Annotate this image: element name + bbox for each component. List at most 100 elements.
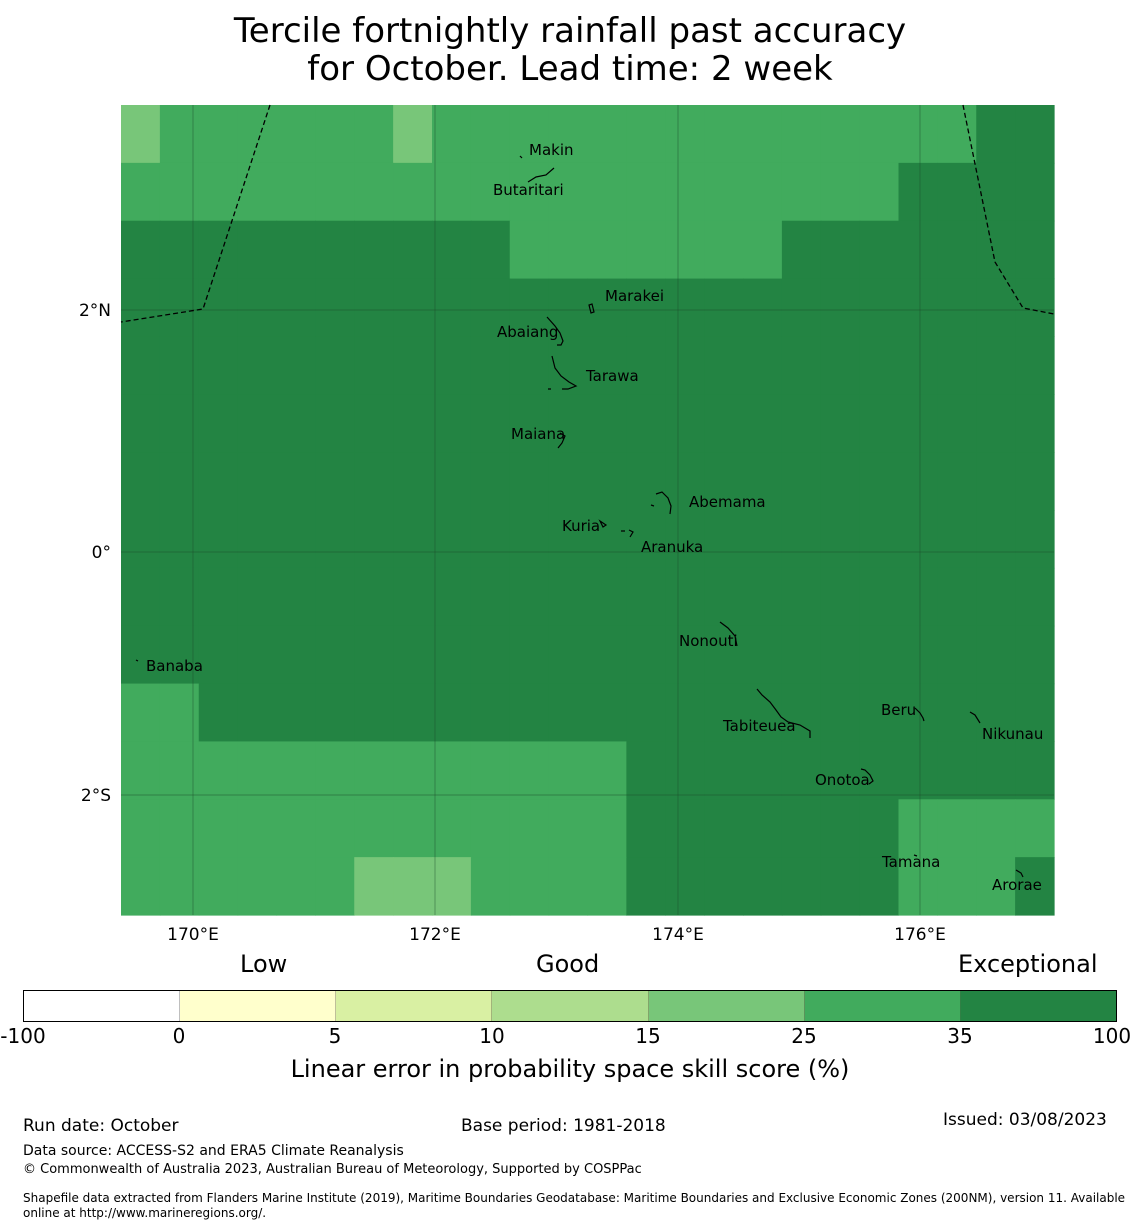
skill-grid-cell (665, 625, 705, 685)
skill-grid-cell (665, 105, 705, 164)
skill-grid-cell (121, 336, 161, 395)
skill-grid-cell (976, 162, 1016, 222)
island-label-onotoa: Onotoa (815, 771, 870, 789)
skill-grid-cell (237, 683, 278, 743)
skill-grid-cell (159, 799, 200, 858)
skill-grid-cell (976, 625, 1016, 685)
skill-grid-cell (198, 220, 239, 280)
skill-grid-cell (743, 683, 783, 743)
skill-grid-cell (432, 857, 472, 916)
skill-grid-cell (898, 625, 938, 685)
skill-grid-cell (159, 741, 200, 800)
skill-grid-cell (237, 105, 278, 164)
island-shape-nonouti (719, 621, 738, 647)
skill-grid-cell (237, 394, 278, 453)
skill-grid-cell (432, 394, 472, 453)
skill-grid-cell (121, 452, 161, 511)
island-shape-tamana (913, 854, 918, 857)
skill-grid-cell (937, 220, 977, 280)
skill-grid-cell (432, 452, 472, 511)
colorbar-segment (804, 991, 961, 1021)
skill-grid-cell (159, 105, 200, 164)
skill-grid-cell (781, 162, 822, 222)
data-source: Data source: ACCESS-S2 and ERA5 Climate … (23, 1143, 404, 1159)
skill-grid-cell (781, 799, 822, 858)
skill-grid-cell (509, 220, 550, 280)
skill-grid-cell (626, 510, 666, 569)
colorbar-segment (960, 991, 1116, 1021)
eez-boundaries (120, 104, 1055, 323)
skill-grid-cell (548, 452, 589, 511)
skill-grid-cell (470, 452, 511, 511)
skill-grid-cell (393, 683, 433, 743)
colorbar-tick: 0 (172, 1024, 186, 1048)
skill-grid-cell (393, 105, 433, 164)
colorbar-category-exceptional: Exceptional (958, 950, 1098, 978)
skill-grid-cell (393, 741, 433, 800)
skill-grid-cell (276, 857, 316, 916)
skill-grid-cell (587, 452, 627, 511)
skill-grid-cell (354, 336, 394, 395)
skill-grid-cell (1015, 857, 1055, 916)
skill-grid-cell (781, 741, 822, 800)
skill-grid-cell (509, 162, 550, 222)
island-shape-abemama (650, 491, 672, 515)
skill-grid-cell (976, 452, 1016, 511)
skill-grid-cell (548, 394, 589, 453)
skill-grid-cell (937, 799, 977, 858)
skill-grid-cell (976, 741, 1016, 800)
skill-grid-cell (898, 510, 938, 569)
skill-grid-cell (276, 741, 316, 800)
skill-grid-cell (509, 857, 550, 916)
skill-grid-cell (704, 510, 744, 569)
skill-grid-cell (509, 510, 550, 569)
skill-grid-cell (820, 799, 861, 858)
skill-grid-cell (626, 278, 666, 338)
island-label-butaritari: Butaritari (493, 181, 564, 199)
skill-grid-cell (315, 105, 355, 164)
skill-grid-cell (976, 220, 1016, 280)
skill-grid-cell (198, 799, 239, 858)
skill-grid-cell (820, 857, 861, 916)
skill-grid-cell (315, 625, 355, 685)
skill-grid-cell (898, 105, 938, 164)
skill-grid-cell (393, 336, 433, 395)
skill-grid-cell (315, 394, 355, 453)
skill-grid-cell (121, 625, 161, 685)
skill-grid-cell (781, 336, 822, 395)
skill-grid-cell (354, 741, 394, 800)
skill-grid-cell (121, 857, 161, 916)
skill-grid-cell (587, 857, 627, 916)
colorbar-segment (24, 991, 181, 1021)
skill-grid-cell (665, 278, 705, 338)
skill-grid-cell (743, 220, 783, 280)
skill-grid-cell (743, 799, 783, 858)
skill-grid-cell (548, 799, 589, 858)
skill-grid-cell (937, 857, 977, 916)
skill-grid-cell (470, 857, 511, 916)
colorbar-segment (336, 991, 493, 1021)
skill-grid-cell (1015, 278, 1055, 338)
skill-grid-cell (859, 683, 900, 743)
skill-grid-cell (587, 162, 627, 222)
skill-grid-cell (159, 278, 200, 338)
skill-grid-cell (548, 625, 589, 685)
skill-grid-cell (121, 741, 161, 800)
skill-grid-cell (704, 741, 744, 800)
skill-grid-cell (743, 857, 783, 916)
skill-grid-cell (354, 683, 394, 743)
skill-grid-cell (898, 394, 938, 453)
skill-grid-cell (781, 567, 822, 627)
skill-grid-cell (898, 162, 938, 222)
skill-grid-cell (470, 394, 511, 453)
skill-grid-cell (121, 683, 161, 743)
run-date: Run date: October (23, 1116, 179, 1136)
skill-grid-cell (587, 510, 627, 569)
skill-grid-cell (393, 452, 433, 511)
skill-grid-cell (1015, 452, 1055, 511)
skill-grid-cell (704, 220, 744, 280)
skill-grid-cell (470, 683, 511, 743)
skill-grid-cell (315, 278, 355, 338)
skill-grid-cell (548, 162, 589, 222)
skill-grid-cell (898, 567, 938, 627)
